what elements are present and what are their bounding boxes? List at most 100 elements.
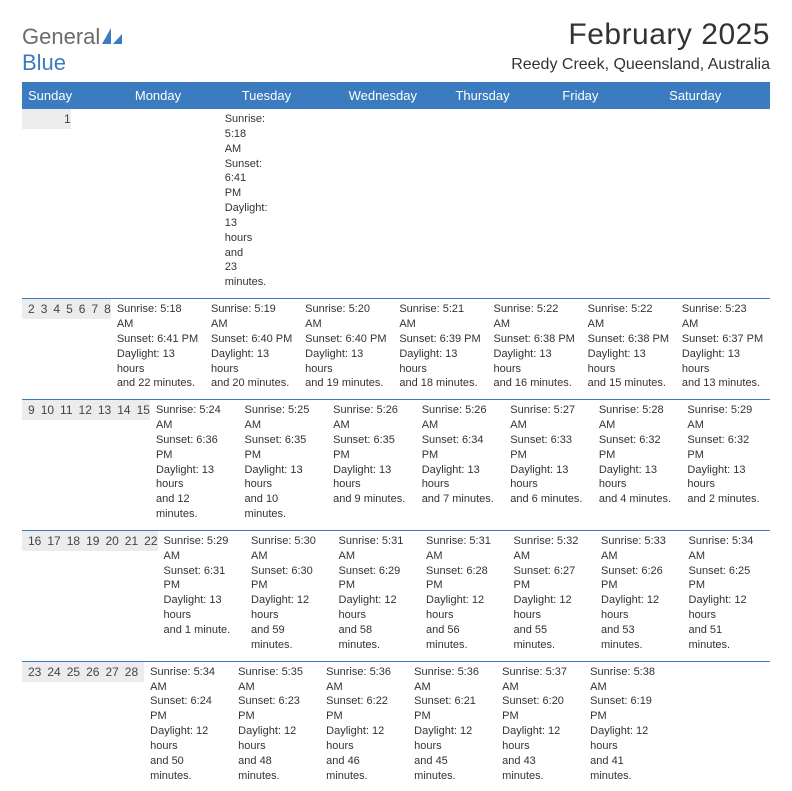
sunrise-text: Sunrise: 5:27 AM: [510, 403, 587, 433]
sunset-text: Sunset: 6:35 PM: [245, 433, 322, 463]
day-cell: [95, 109, 120, 298]
daylight-text-1: Daylight: 13 hours: [399, 347, 481, 377]
day-cell: Sunrise: 5:18 AMSunset: 6:41 PMDaylight:…: [219, 109, 244, 298]
sunset-text: Sunset: 6:25 PM: [689, 564, 765, 594]
sunrise-text: Sunrise: 5:24 AM: [156, 403, 233, 433]
daylight-text-1: Daylight: 12 hours: [426, 593, 502, 623]
daynum-row: 16171819202122: [22, 531, 158, 661]
day-cell: Sunrise: 5:24 AMSunset: 6:36 PMDaylight:…: [150, 400, 239, 530]
sunrise-text: Sunrise: 5:22 AM: [588, 302, 670, 332]
logo-word-blue: Blue: [22, 50, 66, 75]
day-body-row: Sunrise: 5:18 AMSunset: 6:41 PMDaylight:…: [111, 299, 770, 399]
day-number: 27: [99, 662, 118, 682]
daylight-text-2: and 2 minutes.: [687, 492, 764, 507]
sunset-text: Sunset: 6:27 PM: [514, 564, 590, 594]
day-cell: Sunrise: 5:20 AMSunset: 6:40 PMDaylight:…: [299, 299, 393, 399]
daylight-text-2: and 12 minutes.: [156, 492, 233, 522]
day-cell: Sunrise: 5:21 AMSunset: 6:39 PMDaylight:…: [393, 299, 487, 399]
day-number: 25: [61, 662, 80, 682]
day-cell: Sunrise: 5:29 AMSunset: 6:32 PMDaylight:…: [681, 400, 770, 530]
day-number: 17: [41, 531, 60, 551]
sunrise-text: Sunrise: 5:34 AM: [150, 665, 226, 695]
day-number: 18: [61, 531, 80, 551]
sunset-text: Sunset: 6:32 PM: [687, 433, 764, 463]
sunrise-text: Sunrise: 5:20 AM: [305, 302, 387, 332]
daylight-text-2: and 1 minute.: [164, 623, 240, 638]
daylight-text-1: Daylight: 12 hours: [150, 724, 226, 754]
sunset-text: Sunset: 6:20 PM: [502, 694, 578, 724]
day-cell: Sunrise: 5:31 AMSunset: 6:28 PMDaylight:…: [420, 531, 508, 661]
day-cell: Sunrise: 5:37 AMSunset: 6:20 PMDaylight:…: [496, 662, 584, 791]
day-cell: Sunrise: 5:32 AMSunset: 6:27 PMDaylight:…: [508, 531, 596, 661]
sunrise-text: Sunrise: 5:36 AM: [326, 665, 402, 695]
day-body-row: Sunrise: 5:34 AMSunset: 6:24 PMDaylight:…: [144, 662, 760, 791]
logo-text: General Blue: [22, 24, 122, 76]
day-body-row: Sunrise: 5:29 AMSunset: 6:31 PMDaylight:…: [158, 531, 770, 661]
day-number: 24: [41, 662, 60, 682]
day-number: 1: [58, 109, 71, 129]
sunset-text: Sunset: 6:28 PM: [426, 564, 502, 594]
day-number: 9: [22, 400, 35, 420]
day-number: 12: [73, 400, 92, 420]
daynum-row: 9101112131415: [22, 400, 150, 530]
sunrise-text: Sunrise: 5:37 AM: [502, 665, 578, 695]
sunset-text: Sunset: 6:40 PM: [305, 332, 387, 347]
sunset-text: Sunset: 6:40 PM: [211, 332, 293, 347]
day-cell: [672, 662, 760, 791]
sunrise-text: Sunrise: 5:29 AM: [164, 534, 240, 564]
daylight-text-1: Daylight: 13 hours: [510, 463, 587, 493]
calendar-week: 1 Sunrise: 5:18 AMSunset: 6:41 PMDaylight…: [22, 109, 770, 298]
calendar-week: 2345678Sunrise: 5:18 AMSunset: 6:41 PMDa…: [22, 298, 770, 399]
weekday-friday: Friday: [556, 83, 663, 109]
daylight-text-2: and 43 minutes.: [502, 754, 578, 784]
daylight-text-2: and 20 minutes.: [211, 376, 293, 391]
sunset-text: Sunset: 6:30 PM: [251, 564, 327, 594]
daylight-text-2: and 41 minutes.: [590, 754, 666, 784]
day-number: 5: [60, 299, 73, 319]
daylight-text-2: and 55 minutes.: [514, 623, 590, 653]
daylight-text-1: Daylight: 12 hours: [502, 724, 578, 754]
sunset-text: Sunset: 6:39 PM: [399, 332, 481, 347]
day-number: 8: [98, 299, 111, 319]
daylight-text-2: and 16 minutes.: [494, 376, 576, 391]
day-cell: Sunrise: 5:27 AMSunset: 6:33 PMDaylight:…: [504, 400, 593, 530]
day-number: 28: [119, 662, 138, 682]
day-cell: Sunrise: 5:36 AMSunset: 6:21 PMDaylight:…: [408, 662, 496, 791]
day-cell: Sunrise: 5:18 AMSunset: 6:41 PMDaylight:…: [111, 299, 205, 399]
day-number: 3: [35, 299, 48, 319]
daylight-text-2: and 46 minutes.: [326, 754, 402, 784]
day-cell: [194, 109, 219, 298]
page-header: General Blue February 2025 Reedy Creek, …: [22, 18, 770, 76]
sunrise-text: Sunrise: 5:38 AM: [590, 665, 666, 695]
day-cell: Sunrise: 5:34 AMSunset: 6:24 PMDaylight:…: [144, 662, 232, 791]
daylight-text-2: and 53 minutes.: [601, 623, 677, 653]
day-cell: Sunrise: 5:33 AMSunset: 6:26 PMDaylight:…: [595, 531, 683, 661]
sunrise-text: Sunrise: 5:35 AM: [238, 665, 314, 695]
title-block: February 2025 Reedy Creek, Queensland, A…: [511, 18, 770, 74]
daylight-text-2: and 18 minutes.: [399, 376, 481, 391]
logo-sail-icon: [102, 28, 122, 44]
sunrise-text: Sunrise: 5:22 AM: [494, 302, 576, 332]
daylight-text-2: and 45 minutes.: [414, 754, 490, 784]
day-cell: Sunrise: 5:29 AMSunset: 6:31 PMDaylight:…: [158, 531, 246, 661]
day-cell: [145, 109, 170, 298]
sunrise-text: Sunrise: 5:29 AM: [687, 403, 764, 433]
daylight-text-1: Daylight: 13 hours: [305, 347, 387, 377]
daylight-text-1: Daylight: 13 hours: [211, 347, 293, 377]
sunrise-text: Sunrise: 5:30 AM: [251, 534, 327, 564]
sunset-text: Sunset: 6:32 PM: [599, 433, 676, 463]
day-number: 26: [80, 662, 99, 682]
sunrise-text: Sunrise: 5:21 AM: [399, 302, 481, 332]
sunrise-text: Sunrise: 5:28 AM: [599, 403, 676, 433]
daylight-text-1: Daylight: 13 hours: [164, 593, 240, 623]
day-number: 6: [73, 299, 86, 319]
day-cell: Sunrise: 5:36 AMSunset: 6:22 PMDaylight:…: [320, 662, 408, 791]
weekday-monday: Monday: [129, 83, 236, 109]
day-cell: Sunrise: 5:23 AMSunset: 6:37 PMDaylight:…: [676, 299, 770, 399]
day-cell: Sunrise: 5:26 AMSunset: 6:34 PMDaylight:…: [416, 400, 505, 530]
daylight-text-2: and 50 minutes.: [150, 754, 226, 784]
daylight-text-1: Daylight: 13 hours: [422, 463, 499, 493]
sunset-text: Sunset: 6:41 PM: [117, 332, 199, 347]
daylight-text-1: Daylight: 12 hours: [414, 724, 490, 754]
sunrise-text: Sunrise: 5:32 AM: [514, 534, 590, 564]
